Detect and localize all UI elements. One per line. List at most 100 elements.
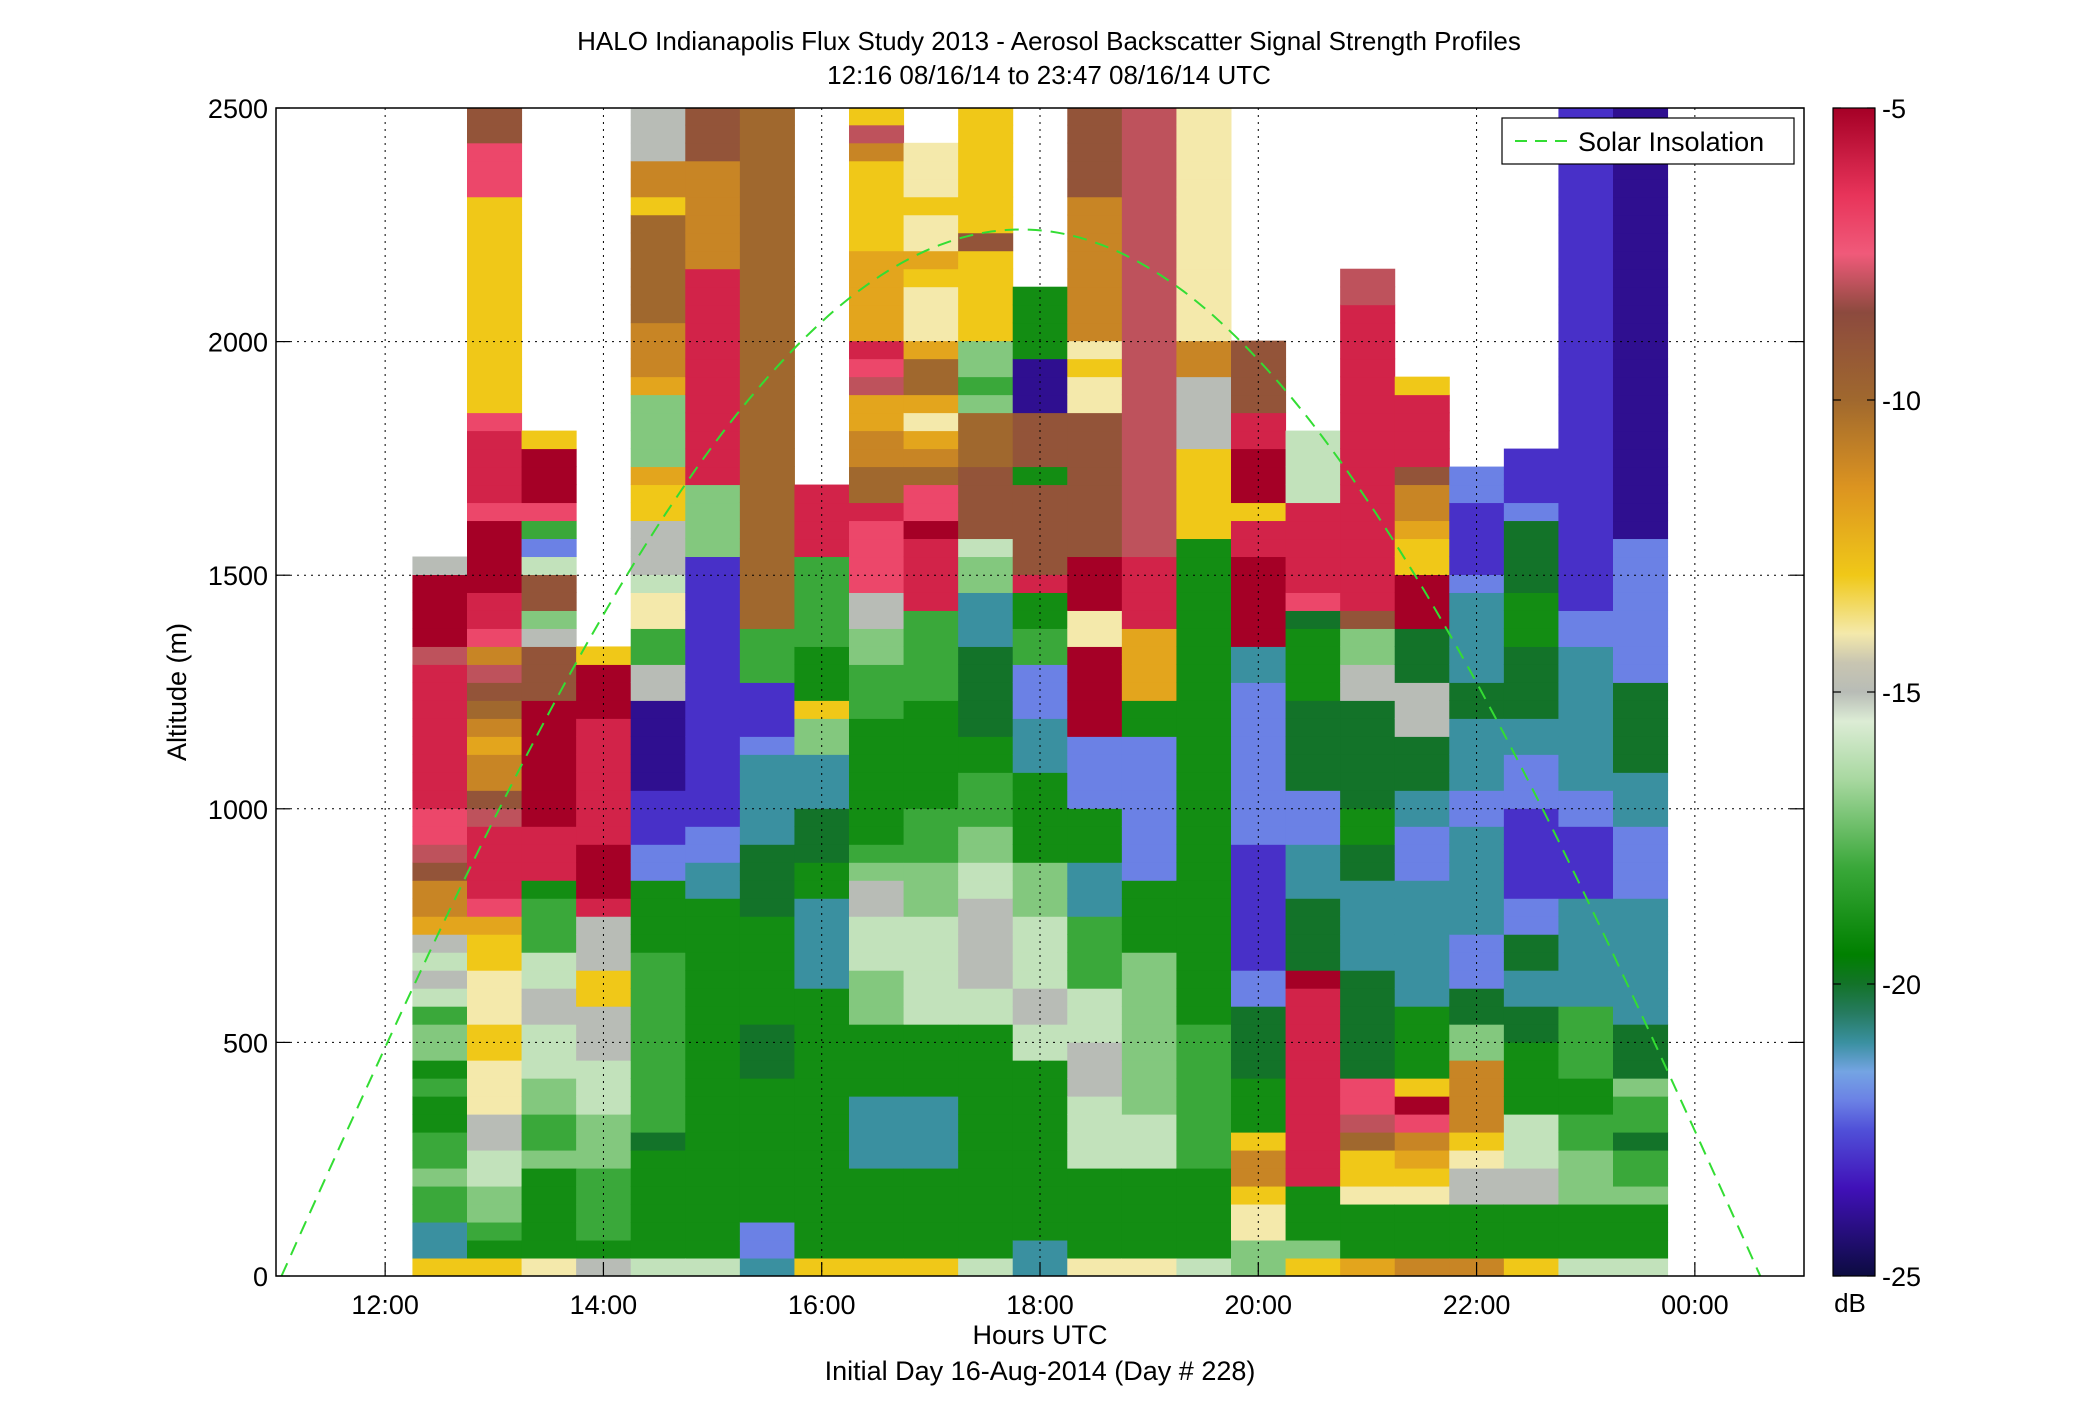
- heatmap-cell: [903, 556, 959, 575]
- heatmap-cell: [739, 1078, 795, 1097]
- heatmap-cell: [903, 1114, 959, 1133]
- heatmap-cell: [1231, 574, 1287, 593]
- heatmap-cell: [1394, 484, 1450, 504]
- heatmap-cell: [521, 700, 577, 719]
- heatmap-cell: [1340, 808, 1396, 827]
- heatmap-cell: [1503, 700, 1559, 719]
- heatmap-cell: [1449, 700, 1505, 719]
- heatmap-cell: [412, 664, 468, 683]
- heatmap-cell: [1449, 952, 1505, 971]
- heatmap-cell: [1449, 556, 1505, 575]
- heatmap-cell: [739, 718, 795, 737]
- heatmap-cell: [630, 934, 686, 953]
- heatmap-cell: [1558, 826, 1614, 845]
- heatmap-cell: [1176, 502, 1232, 522]
- heatmap-cell: [1449, 1186, 1505, 1205]
- heatmap-cell: [1121, 556, 1177, 575]
- heatmap-cell: [739, 232, 795, 252]
- heatmap-cell: [739, 862, 795, 881]
- heatmap-cell: [1394, 934, 1450, 953]
- heatmap-cell: [1067, 1258, 1123, 1277]
- heatmap-cell: [903, 232, 959, 252]
- heatmap-cell: [467, 862, 523, 881]
- heatmap-cell: [1340, 1132, 1396, 1151]
- heatmap-cell: [630, 142, 686, 162]
- heatmap-cell: [1340, 1096, 1396, 1115]
- heatmap-cell: [1558, 1006, 1614, 1025]
- heatmap-cell: [849, 772, 905, 791]
- heatmap-cell: [739, 142, 795, 162]
- heatmap-cells: [412, 108, 1669, 1277]
- heatmap-cell: [958, 1006, 1014, 1025]
- heatmap-cell: [1503, 1132, 1559, 1151]
- heatmap-cell: [1012, 700, 1068, 719]
- heatmap-cell: [1231, 430, 1287, 450]
- heatmap-cell: [1558, 736, 1614, 755]
- heatmap-cell: [903, 196, 959, 216]
- heatmap-cell: [958, 196, 1014, 216]
- heatmap-cell: [958, 412, 1014, 432]
- heatmap-cell: [1340, 502, 1396, 522]
- heatmap-cell: [412, 790, 468, 809]
- heatmap-cell: [576, 880, 632, 899]
- heatmap-cell: [1067, 1096, 1123, 1115]
- heatmap-cell: [1503, 808, 1559, 827]
- heatmap-cell: [903, 1186, 959, 1205]
- heatmap-cell: [849, 628, 905, 647]
- heatmap-cell: [1449, 1132, 1505, 1151]
- heatmap-cell: [849, 592, 905, 611]
- heatmap-cell: [958, 934, 1014, 953]
- heatmap-cell: [1176, 394, 1232, 414]
- heatmap-cell: [630, 574, 686, 593]
- heatmap-cell: [849, 376, 905, 396]
- heatmap-cell: [1340, 988, 1396, 1007]
- heatmap-cell: [903, 250, 959, 270]
- heatmap-cell: [1558, 1240, 1614, 1259]
- heatmap-cell: [685, 1132, 741, 1151]
- heatmap-cell: [1340, 448, 1396, 468]
- heatmap-cell: [903, 880, 959, 899]
- heatmap-cell: [630, 1168, 686, 1187]
- heatmap-cell: [521, 808, 577, 827]
- heatmap-cell: [903, 628, 959, 647]
- heatmap-cell: [467, 430, 523, 450]
- heatmap-cell: [1285, 1186, 1341, 1205]
- heatmap-cell: [521, 1258, 577, 1277]
- heatmap-cell: [1558, 214, 1614, 234]
- heatmap-cell: [1121, 1042, 1177, 1061]
- heatmap-cell: [412, 628, 468, 647]
- heatmap-cell: [794, 1060, 850, 1079]
- heatmap-cell: [849, 1024, 905, 1043]
- heatmap-cell: [685, 970, 741, 989]
- heatmap-cell: [739, 682, 795, 701]
- heatmap-cell: [521, 1204, 577, 1223]
- heatmap-cell: [1449, 574, 1505, 593]
- heatmap-cell: [958, 1204, 1014, 1223]
- heatmap-cell: [739, 880, 795, 899]
- heatmap-cell: [739, 1006, 795, 1025]
- heatmap-cell: [1503, 502, 1559, 522]
- heatmap-cell: [1449, 538, 1505, 558]
- heatmap-cell: [630, 538, 686, 558]
- heatmap-cell: [1340, 1204, 1396, 1223]
- heatmap-cell: [849, 178, 905, 198]
- heatmap-cell: [739, 412, 795, 432]
- heatmap-cell: [521, 970, 577, 989]
- x-axis-label: Hours UTC: [972, 1320, 1107, 1350]
- heatmap-cell: [903, 646, 959, 665]
- heatmap-cell: [903, 790, 959, 809]
- heatmap-cell: [467, 610, 523, 629]
- heatmap-cell: [739, 1150, 795, 1169]
- heatmap-cell: [1012, 1168, 1068, 1187]
- heatmap-cell: [521, 1006, 577, 1025]
- heatmap-cell: [958, 682, 1014, 701]
- heatmap-cell: [521, 1186, 577, 1205]
- heatmap-cell: [467, 556, 523, 575]
- heatmap-cell: [1121, 520, 1177, 540]
- heatmap-cell: [521, 484, 577, 504]
- heatmap-cell: [849, 538, 905, 558]
- heatmap-cell: [1613, 520, 1669, 540]
- heatmap-cell: [1613, 592, 1669, 611]
- heatmap-cell: [685, 322, 741, 342]
- heatmap-cell: [739, 502, 795, 522]
